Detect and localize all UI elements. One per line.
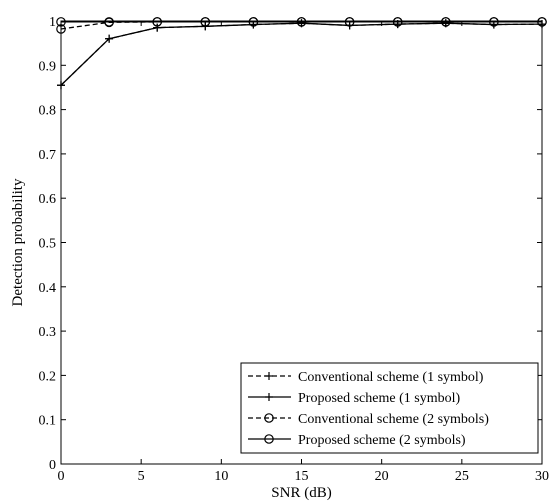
data-point [248, 17, 259, 27]
x-tick-label: 15 [295, 469, 309, 484]
legend-marker [264, 434, 274, 444]
y-tick-label: 0.7 [39, 148, 57, 163]
legend-marker [265, 393, 273, 401]
y-tick-label: 0.3 [39, 325, 57, 340]
y-tick-label: 0.1 [39, 414, 57, 429]
legend-entry: Proposed scheme (1 symbol) [248, 391, 460, 406]
series-2 [57, 19, 546, 90]
data-point [296, 17, 307, 27]
x-tick-label: 30 [535, 469, 549, 484]
legend-entry: Conventional scheme (1 symbol) [248, 370, 484, 385]
legend-box [240, 362, 539, 454]
legend-marker [265, 372, 273, 380]
ticks-layer: 0 5 10 15 20 25 30 0 0.1 0.2 0.3 0.4 0.5 0.6 0.7 0.8 0.9… [39, 15, 550, 484]
y-tick-label: 0.9 [39, 59, 57, 74]
series-layer [56, 17, 547, 90]
data-point [392, 17, 403, 27]
y-tick-label: 0 [49, 458, 56, 473]
data-point [440, 17, 451, 27]
x-tick-label: 25 [455, 469, 469, 484]
y-tick-label: 1 [49, 15, 56, 30]
y-tick-label: 0.8 [39, 104, 57, 119]
data-point [152, 17, 162, 27]
series-line [60, 22, 543, 86]
y-tick-label: 0.4 [39, 281, 57, 296]
x-tick-label: 20 [375, 469, 389, 484]
data-point [105, 34, 114, 43]
data-point [153, 23, 162, 32]
data-point [344, 17, 355, 27]
legend-label: Conventional scheme (1 symbol) [298, 370, 484, 385]
legend-marker [264, 413, 274, 423]
y-tick-label: 0.6 [39, 192, 57, 207]
x-tick-label: 10 [214, 469, 228, 484]
legend-entry: Conventional scheme (2 symbols) [248, 412, 489, 427]
legend: Conventional scheme (1 symbol) Proposed s… [240, 362, 539, 454]
data-point [200, 17, 211, 27]
legend-label: Proposed scheme (2 symbols) [298, 433, 466, 448]
data-point [489, 17, 499, 27]
x-tick-label: 5 [138, 469, 145, 484]
y-tick-label: 0.5 [39, 237, 57, 252]
legend-entry: Proposed scheme (2 symbols) [248, 433, 466, 448]
legend-label: Conventional scheme (2 symbols) [298, 412, 489, 427]
x-tick-label: 0 [58, 469, 65, 484]
x-axis-label: SNR (dB) [271, 485, 331, 501]
series-1 [57, 19, 546, 90]
y-axis-label: Detection probability [10, 178, 26, 306]
data-point [104, 17, 114, 27]
y-tick-label: 0.2 [39, 369, 57, 384]
legend-label: Proposed scheme (1 symbol) [298, 391, 460, 406]
